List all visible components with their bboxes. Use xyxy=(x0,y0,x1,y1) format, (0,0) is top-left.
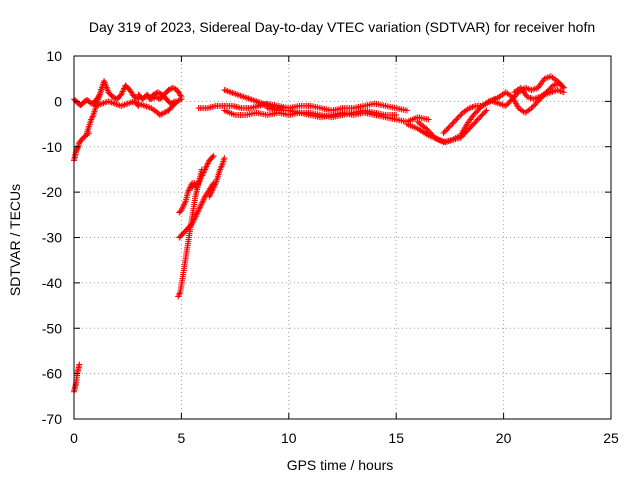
y-tick-label: 10 xyxy=(46,48,62,64)
data-point xyxy=(455,113,462,120)
data-point xyxy=(209,153,216,160)
data-point xyxy=(170,99,177,106)
x-axis-label: GPS time / hours xyxy=(287,457,394,473)
data-point xyxy=(393,111,400,118)
data-point xyxy=(505,100,512,107)
data-point xyxy=(425,116,432,123)
x-tick-label: 10 xyxy=(281,430,297,446)
series-gap-seg-4 xyxy=(206,155,228,200)
x-tick-label: 5 xyxy=(178,430,186,446)
y-axis-label: SDTVAR / TECUs xyxy=(7,184,23,296)
data-point xyxy=(502,102,509,109)
data-point xyxy=(544,87,551,94)
series-day-upper xyxy=(195,100,410,114)
series-midmorning-loop xyxy=(146,89,178,107)
data-point xyxy=(221,155,228,162)
data-point xyxy=(403,107,410,114)
data-point xyxy=(178,96,185,103)
data-point xyxy=(450,119,457,126)
x-tick-label: 25 xyxy=(603,430,619,446)
data-point xyxy=(531,102,538,109)
data-points xyxy=(71,73,567,395)
data-point xyxy=(506,98,513,105)
data-point xyxy=(198,166,205,173)
y-tick-label: -10 xyxy=(42,139,62,155)
data-point xyxy=(454,115,461,122)
y-tick-label: -40 xyxy=(42,275,62,291)
data-point xyxy=(504,101,511,108)
data-point xyxy=(457,112,464,119)
data-point xyxy=(210,152,217,159)
data-point xyxy=(95,92,102,99)
data-point xyxy=(559,83,566,90)
data-point xyxy=(543,89,550,96)
data-point xyxy=(177,92,184,99)
series-evening-2 xyxy=(496,87,567,116)
data-point xyxy=(534,98,541,105)
series-afternoon-loop xyxy=(440,96,499,137)
series-start-flat xyxy=(71,96,99,109)
data-point xyxy=(446,123,453,130)
data-point xyxy=(452,117,459,124)
y-tick-label: -30 xyxy=(42,230,62,246)
data-point xyxy=(171,98,178,105)
y-tick-label: -70 xyxy=(42,411,62,427)
data-point xyxy=(441,128,448,135)
data-point xyxy=(76,361,83,368)
data-point xyxy=(529,103,536,110)
chart-title: Day 319 of 2023, Sidereal Day-to-day VTE… xyxy=(89,19,595,35)
x-tick-label: 0 xyxy=(70,430,78,446)
data-point xyxy=(532,101,539,108)
x-tick-label: 20 xyxy=(496,430,512,446)
data-point xyxy=(74,144,81,151)
series-morning-upper xyxy=(92,77,142,105)
y-tick-label: -60 xyxy=(42,366,62,382)
data-point xyxy=(483,107,490,114)
series-evening-3 xyxy=(511,80,567,103)
data-point xyxy=(440,130,447,137)
data-point xyxy=(560,84,567,91)
series-morning-lower xyxy=(92,98,142,109)
data-point xyxy=(449,120,456,127)
data-point xyxy=(528,105,535,112)
series-gap-seg-5 xyxy=(175,166,205,300)
data-point xyxy=(176,96,183,103)
data-point xyxy=(443,127,450,134)
y-tick-label: -50 xyxy=(42,320,62,336)
tick-labels: 0 5 10 15 20 25 -70 -60 -50 -40 -30 -20 -10 0 10 xyxy=(42,48,619,446)
data-point xyxy=(445,124,452,131)
data-point xyxy=(448,121,455,128)
data-point xyxy=(546,86,553,93)
y-tick-label: 0 xyxy=(54,93,62,109)
data-point xyxy=(453,116,460,123)
ticks xyxy=(73,55,612,420)
series-midmorning xyxy=(135,84,185,103)
y-tick-label: -20 xyxy=(42,184,62,200)
data-point xyxy=(547,85,554,92)
data-point xyxy=(444,126,451,133)
series-day-mid xyxy=(264,105,400,121)
data-point xyxy=(482,108,489,115)
x-tick-label: 15 xyxy=(388,430,404,446)
